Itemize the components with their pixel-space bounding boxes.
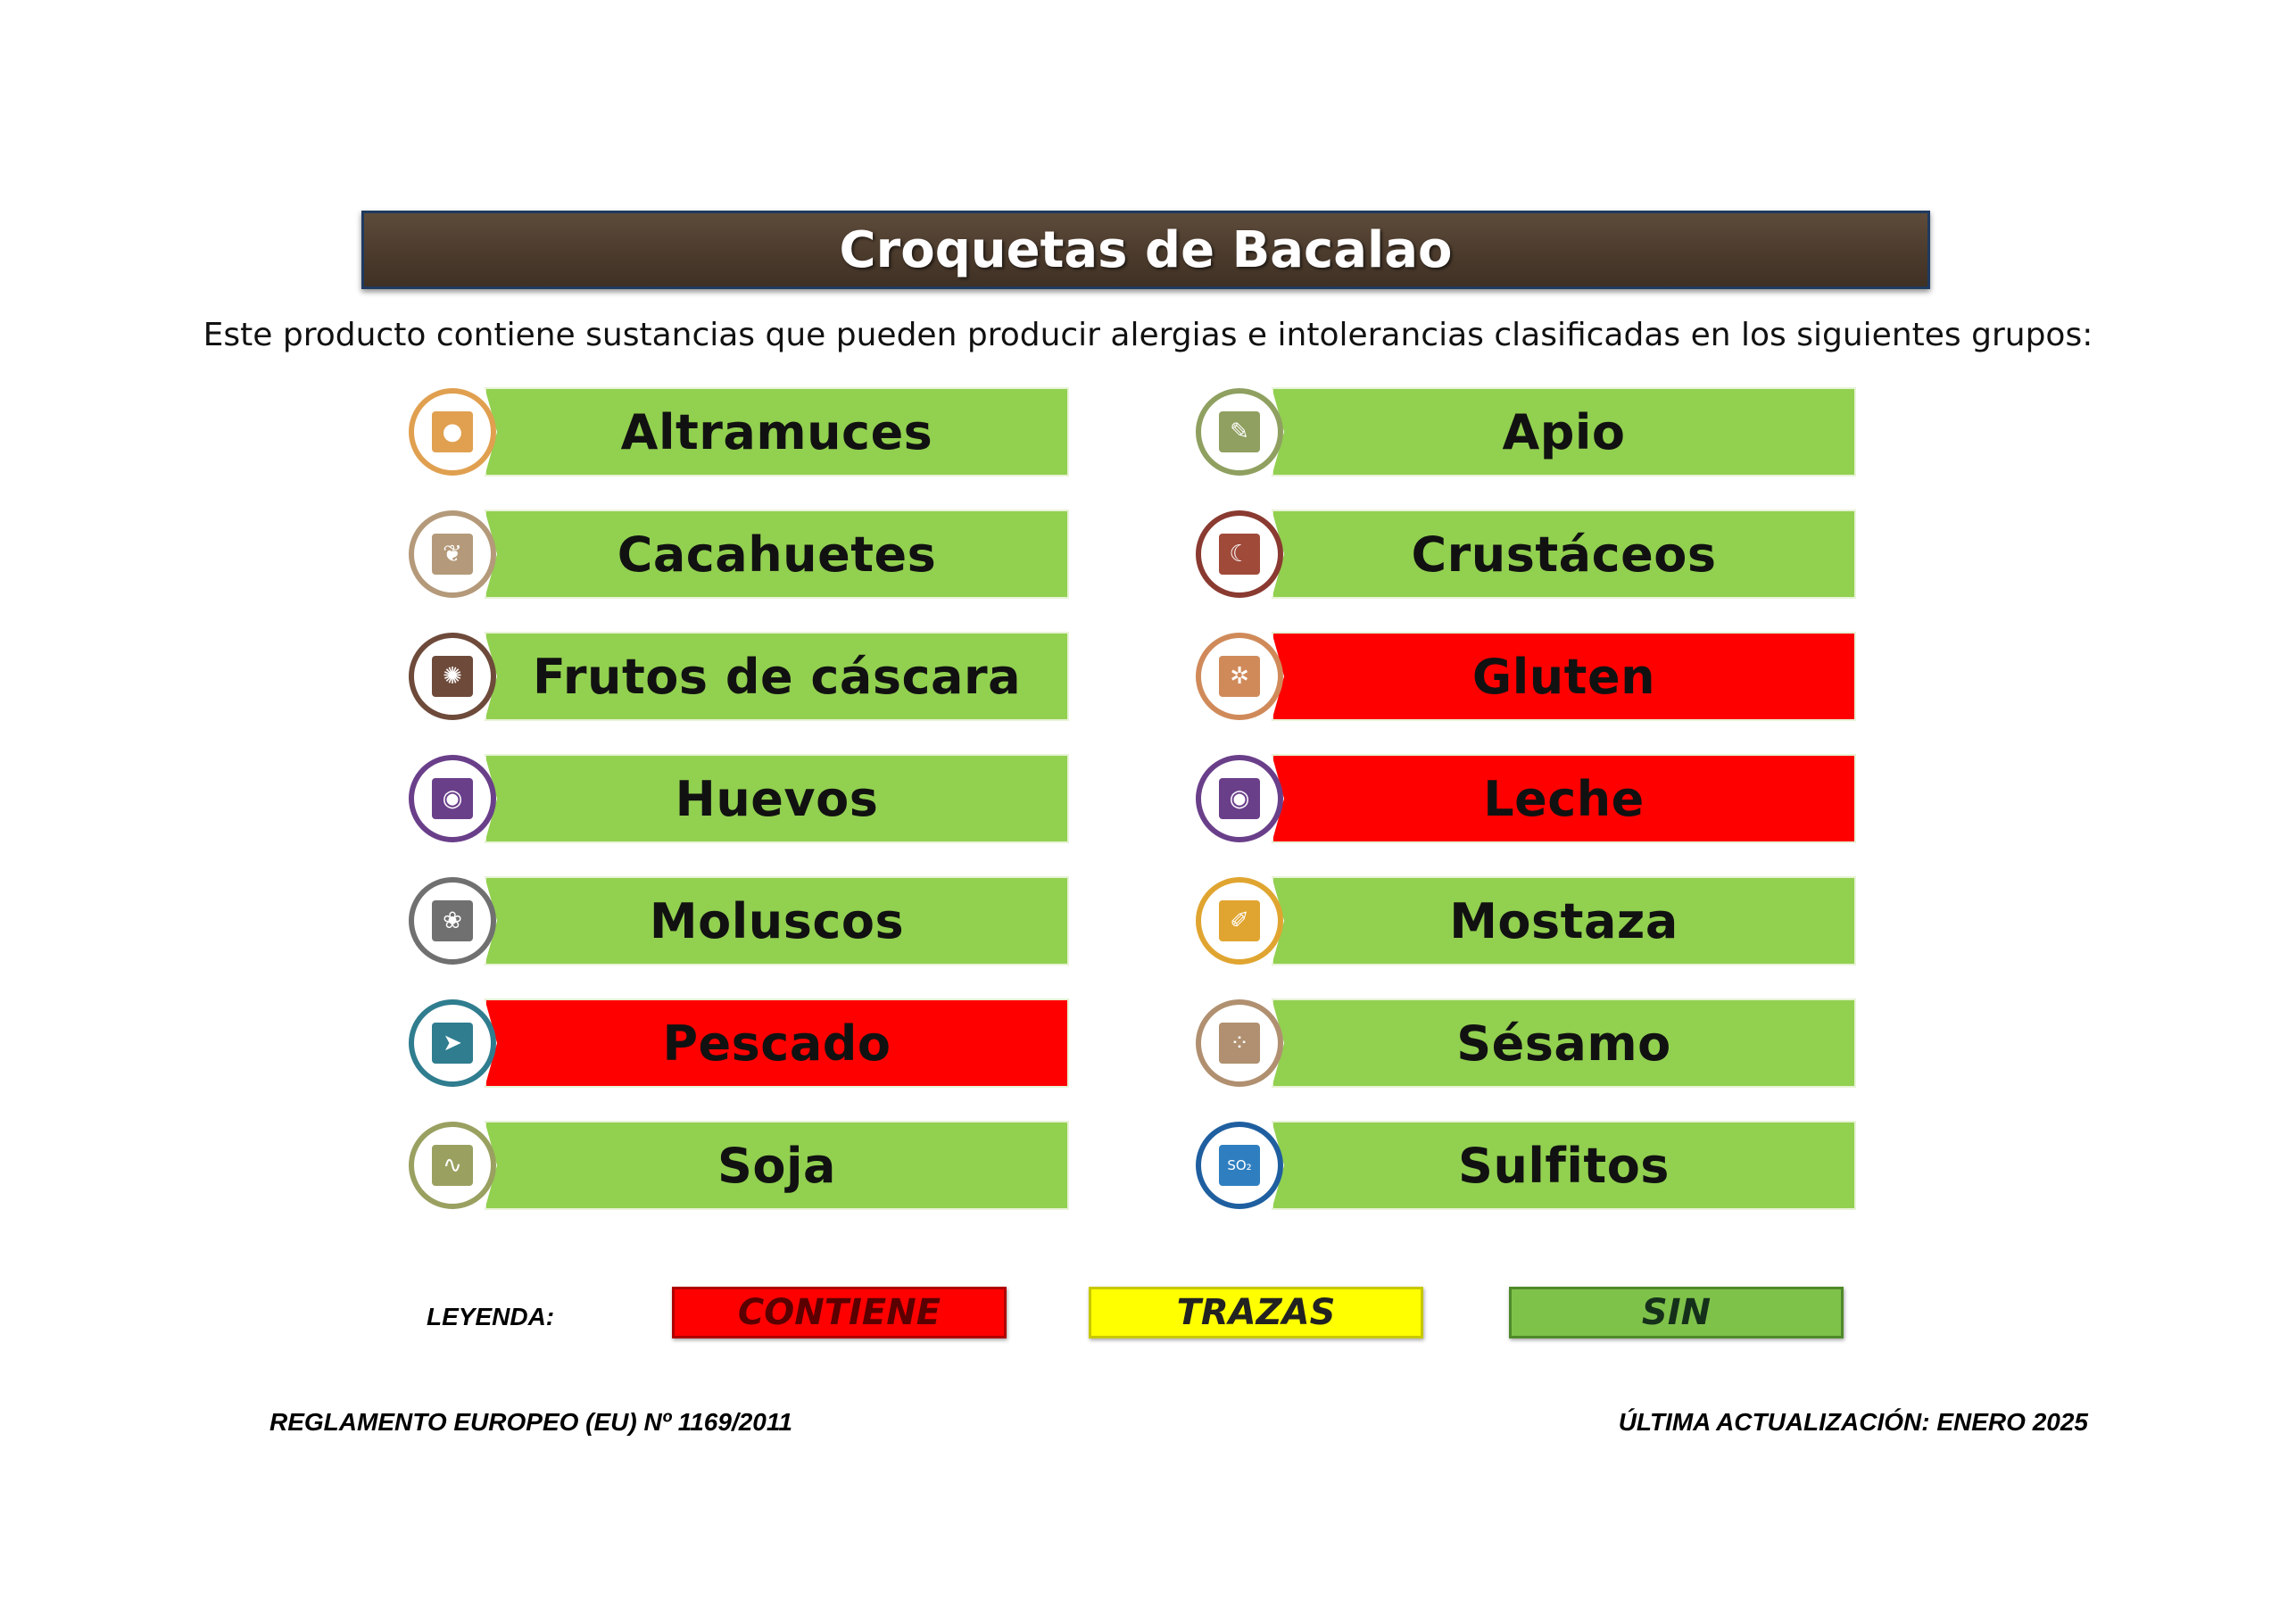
- allergen-label: Moluscos: [649, 892, 905, 949]
- legend-contiene: CONTIENE: [672, 1287, 1007, 1338]
- fish-icon: ➤: [409, 999, 496, 1087]
- allergen-label: Cacahuetes: [617, 526, 937, 583]
- peanut-icon: ❦: [409, 510, 496, 598]
- legend-trazas: TRAZAS: [1089, 1287, 1423, 1338]
- allergen-status-contiene: Gluten: [1272, 632, 1856, 721]
- allergen-status-sin: Sésamo: [1272, 998, 1856, 1088]
- allergen-row: Gluten ✲: [1196, 628, 1861, 725]
- sesame-icon: ⁘: [1196, 999, 1283, 1087]
- allergen-label: Apio: [1502, 403, 1626, 460]
- allergen-status-sin: Moluscos: [485, 876, 1069, 965]
- allergen-label: Sésamo: [1456, 1015, 1671, 1072]
- allergen-status-sin: Frutos de cáscara: [485, 632, 1069, 721]
- allergen-status-contiene: Leche: [1272, 754, 1856, 843]
- allergen-row: Leche ◉: [1196, 750, 1861, 847]
- allergen-row: Huevos ◉: [409, 750, 1073, 847]
- allergen-row: Mostaza ✐: [1196, 873, 1861, 969]
- title-bar: Croquetas de Bacalao: [361, 211, 1930, 289]
- allergen-label: Soja: [717, 1137, 836, 1194]
- footer-regulation: REGLAMENTO EUROPEO (EU) Nº 1169/2011: [269, 1408, 792, 1436]
- allergen-status-sin: Sulfitos: [1272, 1121, 1856, 1210]
- footer-updated: ÚLTIMA ACTUALIZACIÓN: ENERO 2025: [1618, 1408, 2088, 1436]
- intro-text: Este producto contiene sustancias que pu…: [203, 317, 2093, 353]
- allergen-row: Pescado ➤: [409, 995, 1073, 1091]
- allergen-row: Frutos de cáscara ✺: [409, 628, 1073, 725]
- shell-icon: ❀: [409, 877, 496, 965]
- shrimp-icon: ☾: [1196, 510, 1283, 598]
- sulfite-icon: SO₂: [1196, 1122, 1283, 1209]
- allergen-row: Moluscos ❀: [409, 873, 1073, 969]
- allergen-status-sin: Crustáceos: [1272, 510, 1856, 599]
- nut-icon: ✺: [409, 633, 496, 720]
- allergen-row: Sulfitos SO₂: [1196, 1117, 1861, 1214]
- wheat-icon: ✲: [1196, 633, 1283, 720]
- allergen-label: Mostaza: [1449, 892, 1678, 949]
- allergen-label: Gluten: [1471, 648, 1656, 705]
- allergen-status-contiene: Pescado: [485, 998, 1069, 1088]
- allergen-status-sin: Cacahuetes: [485, 510, 1069, 599]
- allergen-row: Soja ∿: [409, 1117, 1073, 1214]
- egg-icon: ◉: [409, 755, 496, 842]
- allergen-label: Leche: [1483, 770, 1645, 827]
- allergen-status-sin: Apio: [1272, 387, 1856, 476]
- allergen-label: Frutos de cáscara: [532, 648, 1022, 705]
- soy-icon: ∿: [409, 1122, 496, 1209]
- legend-sin: SIN: [1509, 1287, 1844, 1338]
- allergen-row: Crustáceos ☾: [1196, 506, 1861, 602]
- allergen-row: Apio ✎: [1196, 384, 1861, 480]
- allergen-row: Altramuces ●: [409, 384, 1073, 480]
- page-title: Croquetas de Bacalao: [839, 220, 1453, 279]
- allergen-label: Pescado: [662, 1015, 891, 1072]
- allergen-status-sin: Huevos: [485, 754, 1069, 843]
- allergen-label: Sulfitos: [1458, 1137, 1670, 1194]
- allergen-status-sin: Altramuces: [485, 387, 1069, 476]
- allergen-label: Crustáceos: [1411, 526, 1717, 583]
- milk-icon: ◉: [1196, 755, 1283, 842]
- mustard-icon: ✐: [1196, 877, 1283, 965]
- celery-icon: ✎: [1196, 388, 1283, 476]
- legend-label: LEYENDA:: [427, 1303, 555, 1330]
- allergen-status-sin: Soja: [485, 1121, 1069, 1210]
- allergen-row: Cacahuetes ❦: [409, 506, 1073, 602]
- allergen-row: Sésamo ⁘: [1196, 995, 1861, 1091]
- lupin-icon: ●: [409, 388, 496, 476]
- allergen-status-sin: Mostaza: [1272, 876, 1856, 965]
- allergen-label: Altramuces: [620, 403, 933, 460]
- allergen-label: Huevos: [675, 770, 879, 827]
